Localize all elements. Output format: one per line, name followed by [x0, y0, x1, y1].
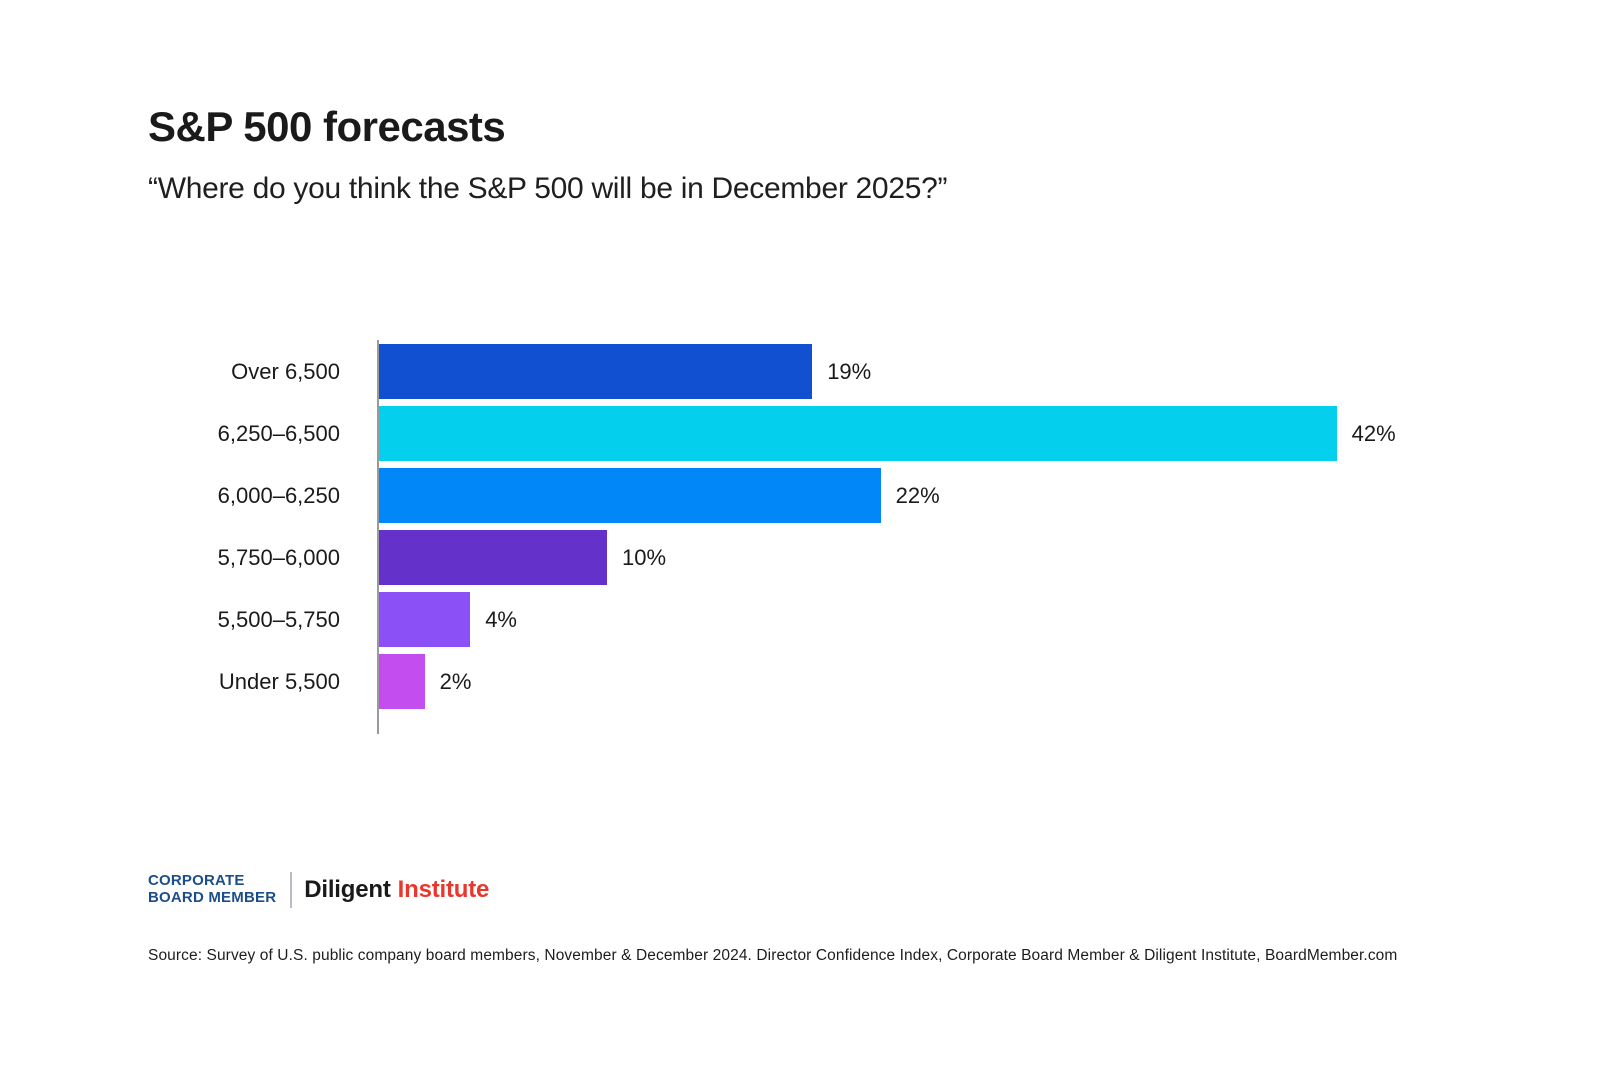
- partner-name: Diligent: [304, 876, 391, 903]
- bar-row: Under 5,500 2%: [0, 654, 1620, 709]
- bar: [379, 468, 881, 523]
- bar: [379, 654, 425, 709]
- bar-chart: Over 6,500 19% 6,250–6,500 42% 6,000–6,250 22…: [0, 340, 1620, 734]
- bar: [379, 406, 1337, 461]
- bar-and-value: 42%: [360, 406, 1396, 461]
- value-label: 10%: [622, 544, 667, 570]
- bar-row: 6,000–6,250 22%: [0, 468, 1620, 523]
- brand-line-1: CORPORATE: [148, 872, 245, 890]
- chart-subtitle: “Where do you think the S&P 500 will be …: [148, 172, 948, 205]
- bar-and-value: 2%: [360, 654, 471, 709]
- y-axis-line: [377, 340, 379, 734]
- value-label: 42%: [1351, 420, 1396, 446]
- value-label: 4%: [485, 606, 517, 632]
- source-attribution: Source: Survey of U.S. public company bo…: [148, 947, 1398, 964]
- bar: [379, 344, 813, 399]
- bar-and-value: 10%: [360, 530, 666, 585]
- category-label: 5,750–6,000: [217, 544, 340, 570]
- partner-suffix: Institute: [397, 876, 490, 903]
- bar-and-value: 19%: [360, 344, 871, 399]
- bar-rows: Over 6,500 19% 6,250–6,500 42% 6,000–6,250 22…: [0, 344, 1620, 709]
- value-label: 22%: [895, 482, 940, 508]
- value-label: 19%: [827, 358, 872, 384]
- diligent-institute-logo: Diligent Institute: [304, 876, 489, 904]
- bar: [379, 530, 607, 585]
- brand-line-2: BOARD MEMBER: [148, 889, 277, 906]
- bar-and-value: 4%: [360, 592, 517, 647]
- category-label: 6,000–6,250: [217, 482, 340, 508]
- footer-logo: CORPORATE BOARD MEMBER Diligent Institute: [148, 866, 489, 914]
- category-label: Over 6,500: [231, 358, 340, 384]
- category-label: 6,250–6,500: [217, 420, 340, 446]
- bar-row: 5,750–6,000 10%: [0, 530, 1620, 585]
- logo-divider: [290, 872, 293, 908]
- bar: [379, 592, 471, 647]
- category-label: 5,500–5,750: [217, 606, 340, 632]
- bar-and-value: 22%: [360, 468, 940, 523]
- corporate-board-member-logo: CORPORATE BOARD MEMBER: [148, 872, 277, 907]
- category-label: Under 5,500: [218, 668, 340, 694]
- bar-row: 6,250–6,500 42%: [0, 406, 1620, 461]
- bar-row: 5,500–5,750 4%: [0, 592, 1620, 647]
- bar-row: Over 6,500 19%: [0, 344, 1620, 399]
- chart-title: S&P 500 forecasts: [148, 103, 506, 150]
- value-label: 2%: [439, 668, 472, 694]
